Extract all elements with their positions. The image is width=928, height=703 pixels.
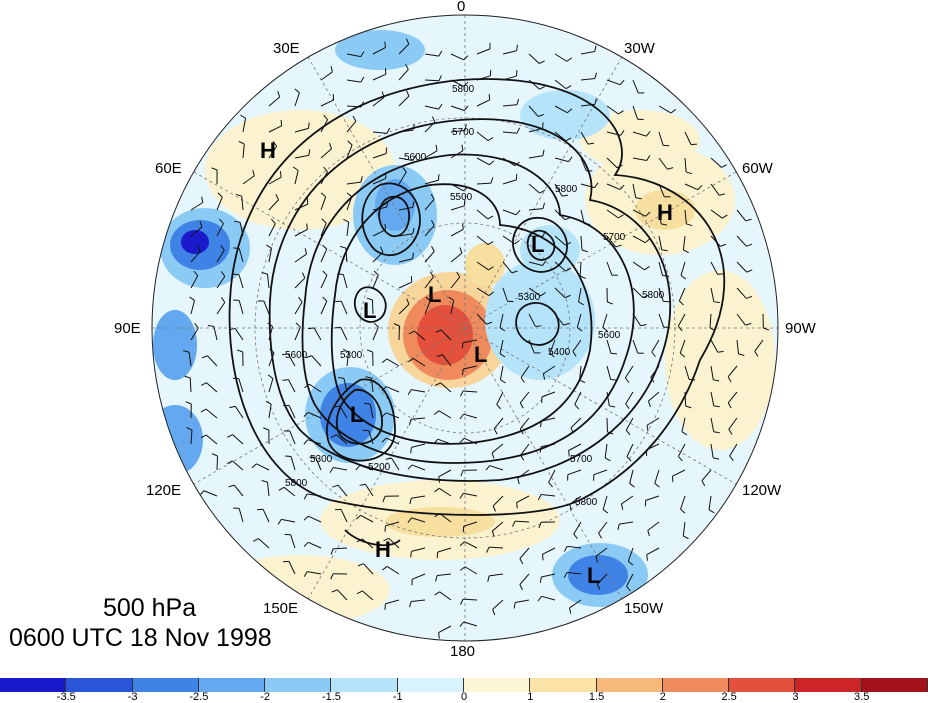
lon-label-0: 0 bbox=[457, 0, 465, 15]
wind-barb-flag bbox=[385, 42, 386, 48]
colorbar-segment bbox=[199, 678, 265, 692]
wind-barb-flag bbox=[233, 300, 239, 301]
colorbar-segment bbox=[530, 678, 596, 692]
colorbar-tick-label: -3.5 bbox=[57, 691, 76, 703]
wind-barb-flag bbox=[385, 224, 386, 230]
high-marker: H bbox=[657, 200, 673, 225]
contour-label: 5700 bbox=[452, 127, 475, 138]
wind-barb-flag bbox=[517, 503, 518, 509]
colorbar-segment bbox=[398, 678, 464, 692]
contour-label: 5600 bbox=[285, 350, 308, 361]
colorbar-tick-label: -1 bbox=[393, 691, 403, 703]
lon-label-60e: 60E bbox=[155, 160, 182, 177]
low-marker: L bbox=[474, 342, 487, 367]
lon-label-30e: 30E bbox=[273, 40, 300, 57]
colorbar-segment bbox=[133, 678, 199, 692]
wind-barb-flag bbox=[282, 380, 288, 381]
wind-barb-flag bbox=[516, 70, 517, 76]
colorbar: -3.5 -3 -2.5 -2 -1.5 -1 0 1 1.5 2 2.5 3 3.5 bbox=[0, 674, 928, 702]
colorbar-segment bbox=[862, 678, 928, 692]
colorbar-tick-label: 2.5 bbox=[721, 691, 736, 703]
contour-label: 5700 bbox=[603, 232, 626, 243]
contour-label: 5700 bbox=[570, 454, 593, 465]
colorbar-segment bbox=[66, 678, 132, 692]
wind-barb-flag bbox=[663, 276, 669, 277]
lon-label-90e: 90E bbox=[114, 320, 141, 337]
colorbar-tick-label: 1 bbox=[527, 691, 533, 703]
lon-label-180: 180 bbox=[450, 643, 475, 660]
wind-barb-flag bbox=[309, 122, 310, 128]
colorbar-tick-label: 3.5 bbox=[854, 691, 869, 703]
colorbar-segment bbox=[331, 678, 397, 692]
colorbar-segment bbox=[597, 678, 663, 692]
wind-barb-flag bbox=[718, 274, 724, 275]
lon-label-150e: 150E bbox=[263, 600, 298, 617]
wind-barb-flag bbox=[233, 508, 239, 509]
colorbar-tick-label: 0 bbox=[461, 691, 467, 703]
lon-label-90w: 90W bbox=[785, 320, 816, 337]
colorbar-segment bbox=[0, 678, 66, 692]
wind-barb-flag bbox=[439, 633, 440, 639]
contour-label: 5800 bbox=[285, 478, 308, 489]
date-title: 0600 UTC 18 Nov 1998 bbox=[9, 624, 272, 653]
wind-barb-flag bbox=[285, 456, 291, 457]
wind-barb-flag bbox=[307, 224, 308, 230]
lon-label-120w: 120W bbox=[742, 482, 781, 499]
colorbar-segment bbox=[795, 678, 861, 692]
wind-barb bbox=[217, 456, 218, 470]
contour-label: 5300 bbox=[310, 454, 333, 465]
wind-barb-flag bbox=[385, 526, 386, 532]
wind-barb-flag bbox=[543, 554, 544, 560]
wind-barb-flag bbox=[385, 604, 386, 610]
wind-barb-flag bbox=[611, 353, 617, 354]
low-marker: L bbox=[531, 232, 544, 257]
level-title: 500 hPa bbox=[103, 594, 196, 623]
wind-barb-flag bbox=[535, 326, 541, 327]
lon-label-150w: 150W bbox=[624, 600, 663, 617]
colorbar-tick-label: -3 bbox=[128, 691, 138, 703]
contour-label: 5300 bbox=[340, 350, 363, 361]
contour-label: 5800 bbox=[452, 84, 475, 95]
colorbar-tick-label: 1.5 bbox=[589, 691, 604, 703]
wind-barb-flag bbox=[337, 274, 343, 275]
lon-label-120e: 120E bbox=[146, 482, 181, 499]
high-marker: H bbox=[260, 138, 276, 163]
lon-label-30w: 30W bbox=[624, 40, 655, 57]
wind-barb-flag bbox=[611, 380, 617, 381]
contour-label: 5600 bbox=[404, 152, 427, 163]
contour-label: 5800 bbox=[575, 497, 598, 508]
colorbar-segment bbox=[663, 678, 729, 692]
colorbar-tick-label: 2 bbox=[660, 691, 666, 703]
low-marker: L bbox=[428, 282, 441, 307]
contour-label: 5200 bbox=[368, 462, 391, 473]
high-marker: H bbox=[375, 537, 391, 562]
colorbar-tick-label: -2 bbox=[260, 691, 270, 703]
wind-barb-flag bbox=[233, 248, 239, 249]
wind-barb-flag bbox=[543, 122, 544, 128]
wind-barb-flag bbox=[438, 174, 439, 180]
wind-barb-flag bbox=[672, 476, 673, 482]
lon-label-60w: 60W bbox=[742, 160, 773, 177]
colorbar-segment bbox=[464, 678, 530, 692]
colorbar-segment bbox=[265, 678, 331, 692]
wind-barb-flag bbox=[569, 450, 570, 456]
low-marker: L bbox=[363, 298, 376, 323]
low-marker: L bbox=[587, 563, 600, 588]
contour-label: 5500 bbox=[450, 192, 473, 203]
wind-barb bbox=[685, 392, 686, 406]
contour-label: 5600 bbox=[598, 330, 621, 341]
colorbar-tick-label: 3 bbox=[792, 691, 798, 703]
colorbar-segment bbox=[729, 678, 795, 692]
low-marker: L bbox=[350, 402, 363, 427]
colorbar-tick-label: -2.5 bbox=[189, 691, 208, 703]
colorbar-tick-label: -1.5 bbox=[322, 691, 341, 703]
